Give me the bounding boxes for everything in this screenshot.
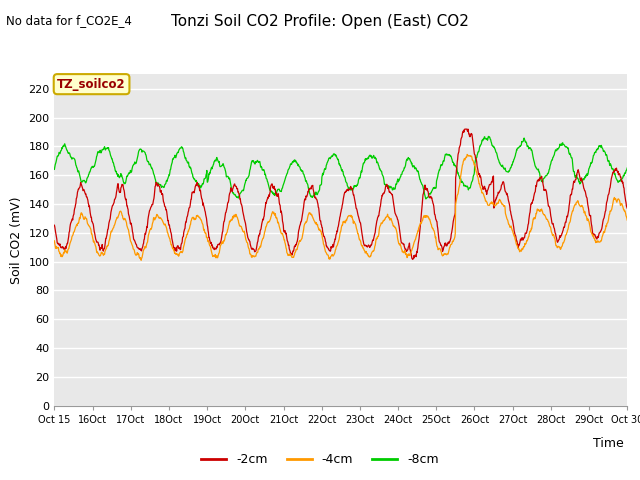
Text: Time: Time: [593, 437, 624, 450]
Text: TZ_soilco2: TZ_soilco2: [57, 78, 126, 91]
Legend: -2cm, -4cm, -8cm: -2cm, -4cm, -8cm: [196, 448, 444, 471]
Y-axis label: Soil CO2 (mV): Soil CO2 (mV): [10, 196, 23, 284]
Text: Tonzi Soil CO2 Profile: Open (East) CO2: Tonzi Soil CO2 Profile: Open (East) CO2: [171, 14, 469, 29]
Text: No data for f_CO2E_4: No data for f_CO2E_4: [6, 14, 132, 27]
